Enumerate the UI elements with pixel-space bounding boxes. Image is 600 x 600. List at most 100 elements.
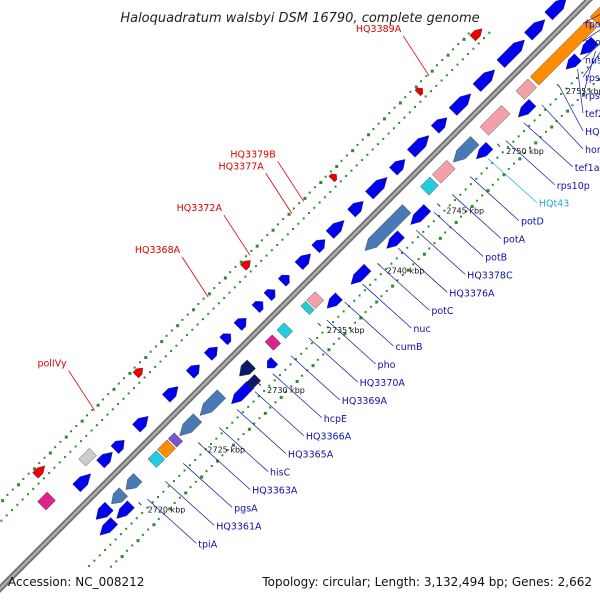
track-dot xyxy=(213,287,216,290)
track-dot xyxy=(401,273,404,276)
feature-box xyxy=(530,19,597,86)
feature-arrow xyxy=(266,357,279,369)
feature-label: HQ3368A xyxy=(135,245,181,256)
track-dot xyxy=(443,209,446,212)
track-dot xyxy=(353,299,356,302)
leader-line xyxy=(200,445,251,490)
feature-label: HQ3366A xyxy=(306,432,352,443)
track-dot xyxy=(448,204,451,207)
feature-label: rpoA2 xyxy=(585,37,600,48)
track-dot xyxy=(192,308,196,312)
track-dot xyxy=(424,95,427,98)
track-dot xyxy=(143,376,146,379)
track-dot xyxy=(549,103,552,106)
track-dot xyxy=(186,313,189,316)
track-dot xyxy=(396,279,399,282)
track-dot xyxy=(294,358,297,361)
track-dot xyxy=(496,156,499,159)
track-dot xyxy=(480,172,483,175)
track-dot xyxy=(575,77,578,80)
track-dot xyxy=(265,254,268,257)
track-dot xyxy=(570,82,573,85)
track-dot xyxy=(576,98,579,101)
track-dot xyxy=(201,318,204,321)
track-dot xyxy=(334,185,337,188)
track-dot xyxy=(273,379,276,382)
track-dot xyxy=(205,470,208,473)
track-dot xyxy=(400,252,403,255)
feature-arrow xyxy=(389,159,406,176)
track-dot xyxy=(475,199,478,202)
track-dot xyxy=(300,352,303,355)
track-dot xyxy=(522,130,525,133)
leader-line xyxy=(165,480,215,526)
track-dot xyxy=(469,183,472,186)
track-dot xyxy=(465,210,468,213)
track-dot xyxy=(571,104,574,107)
track-dot xyxy=(318,201,321,204)
track-dot xyxy=(358,294,361,297)
track-dot xyxy=(518,157,522,161)
track-dot xyxy=(412,263,415,266)
track-dot xyxy=(189,486,192,489)
track-dot xyxy=(172,480,175,483)
kbp-tick-label: 2730 kbp xyxy=(267,386,305,395)
track-dot xyxy=(446,53,450,57)
track-dot xyxy=(130,522,133,525)
track-dot xyxy=(147,528,150,531)
feature-label: potB xyxy=(485,252,507,263)
marker-arrow xyxy=(469,28,483,42)
track-dot xyxy=(234,265,237,268)
track-dot xyxy=(422,252,426,256)
kbp-tick xyxy=(556,83,561,88)
track-dot xyxy=(420,80,423,83)
track-dot xyxy=(170,349,173,352)
feature-arrow xyxy=(203,346,218,361)
track-dot xyxy=(332,342,335,345)
track-dot xyxy=(152,523,156,527)
track-dot xyxy=(581,71,584,74)
kbp-tick-label: 2745 kbp xyxy=(446,207,484,216)
leader-line xyxy=(223,214,251,256)
track-dot xyxy=(377,122,380,125)
leader-line xyxy=(582,50,596,96)
track-dot xyxy=(425,74,428,77)
marker-arrow xyxy=(240,260,251,271)
track-dot xyxy=(332,321,335,324)
track-dot xyxy=(507,167,510,170)
track-dot xyxy=(132,387,135,390)
leader-line xyxy=(433,212,484,257)
feature-arrow xyxy=(364,204,412,251)
track-dot xyxy=(441,59,444,62)
track-dot xyxy=(239,281,242,284)
track-dot xyxy=(125,549,128,552)
track-dot xyxy=(497,178,500,181)
track-dot xyxy=(385,267,388,270)
track-dot xyxy=(382,117,386,121)
track-dot xyxy=(390,262,393,265)
track-dot xyxy=(459,193,462,196)
track-dot xyxy=(122,397,125,400)
track-dot xyxy=(438,214,441,217)
track-dot xyxy=(281,238,284,241)
track-dot xyxy=(481,194,484,197)
leader-line xyxy=(541,104,584,150)
track-dot xyxy=(207,312,210,315)
track-dot xyxy=(375,300,379,304)
feature-arrow xyxy=(524,19,546,41)
feature-arrow xyxy=(350,263,372,285)
track-dot xyxy=(160,340,164,344)
track-dot xyxy=(263,389,266,392)
track-dot xyxy=(456,63,459,66)
track-dot xyxy=(411,241,414,244)
feature-label: HQ3377A xyxy=(218,161,264,172)
track-dot xyxy=(351,149,355,153)
kbp-tick xyxy=(138,501,142,506)
leader-line xyxy=(362,283,412,329)
track-dot xyxy=(364,311,367,314)
track-dot xyxy=(104,549,107,552)
track-dot xyxy=(432,220,435,223)
track-dot xyxy=(42,477,45,480)
feature-arrow xyxy=(326,292,343,309)
feature-arrow xyxy=(239,359,256,377)
